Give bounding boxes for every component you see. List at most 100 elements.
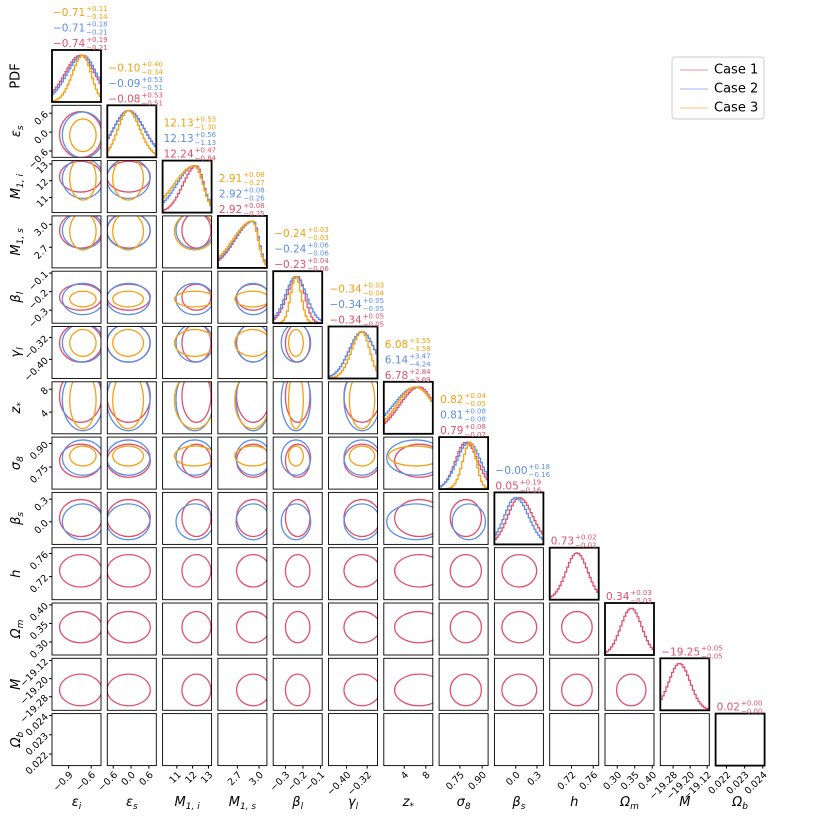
panel-area <box>182 791 211 795</box>
contour <box>173 445 212 467</box>
contour <box>61 326 101 363</box>
estimate-plus: +0.08 <box>243 186 264 194</box>
panel-area <box>52 54 101 102</box>
panel-area <box>173 439 212 478</box>
contour <box>107 439 151 476</box>
contour <box>449 553 483 588</box>
estimate-minus: −0.51 <box>141 99 162 107</box>
contour <box>386 503 433 541</box>
panel-area <box>383 386 433 434</box>
histogram <box>107 109 157 158</box>
contour <box>181 610 212 644</box>
estimate-median: 2.92 <box>219 204 242 216</box>
x-tick-label: 3.0 <box>247 770 265 788</box>
contour <box>58 160 101 193</box>
x-tick-label: 12 <box>183 770 199 786</box>
contour <box>280 439 312 476</box>
histogram <box>273 275 323 324</box>
axis-label-base: M <box>9 679 24 690</box>
contour <box>284 673 311 707</box>
x-tick-label: 0.90 <box>466 770 489 793</box>
diagonal-frame <box>659 657 711 712</box>
panel-frame <box>272 381 323 435</box>
contour <box>173 290 212 308</box>
x-tick-label: 0.30 <box>601 770 624 793</box>
estimate-minus: −0.16 <box>520 486 542 494</box>
x-tick-label: 0.0 <box>504 770 522 788</box>
y-tick-label: 0.76 <box>28 550 51 573</box>
contour <box>107 503 151 541</box>
axis-label: εi <box>72 795 82 812</box>
panel-area <box>107 673 151 707</box>
contour <box>348 381 376 430</box>
contour <box>69 160 97 201</box>
y-tick-label: −0.1 <box>27 269 51 293</box>
contour <box>181 381 212 423</box>
contour <box>449 610 483 644</box>
estimate-median: −0.00 <box>495 465 527 477</box>
histogram <box>605 607 654 655</box>
contour <box>235 381 267 423</box>
histogram <box>439 441 489 490</box>
panel-area <box>284 553 311 588</box>
panel-frame <box>438 491 489 545</box>
contour <box>107 381 151 432</box>
estimate-plus: +0.06 <box>307 242 329 250</box>
panel-frame <box>162 436 213 490</box>
panel-area <box>58 610 101 644</box>
panel-area <box>449 553 483 588</box>
estimate-plus: +0.19 <box>86 36 107 44</box>
axis-label-base: β <box>9 517 24 526</box>
estimate-plus: +0.05 <box>701 644 722 652</box>
panel-area <box>237 791 270 795</box>
axis-label: σ8 <box>9 456 26 470</box>
panel-area <box>234 381 267 432</box>
panel-area <box>561 610 593 644</box>
contour <box>348 445 376 467</box>
contour <box>69 445 97 467</box>
panel-area <box>181 553 212 588</box>
panel-frame <box>217 326 268 379</box>
axis-label: σ8 <box>457 795 471 812</box>
x-tick-label: −0.6 <box>96 770 120 794</box>
estimate-plus: +0.00 <box>741 700 762 708</box>
estimate-median: 0.73 <box>551 536 574 548</box>
estimate-median: 0.02 <box>717 702 740 714</box>
axis-label-base: Ω <box>731 795 742 810</box>
diagonal-frame <box>714 712 766 767</box>
panel-area <box>107 326 151 363</box>
estimate-median: −0.34 <box>330 315 362 327</box>
axis-label-sub: 1, i <box>16 174 26 188</box>
axis-label: βs <box>511 795 525 812</box>
panel-frame <box>383 602 434 656</box>
panel-area <box>280 381 312 432</box>
panel-frame <box>217 547 268 601</box>
panel-area <box>439 441 489 490</box>
contour <box>387 445 433 467</box>
estimate-plus: +0.08 <box>243 171 264 179</box>
axis-label-base: ε <box>9 130 24 137</box>
x-tick-label: 11 <box>167 770 183 786</box>
contour <box>61 381 101 432</box>
panel-frame <box>217 436 268 490</box>
legend-frame <box>671 56 765 120</box>
contour <box>343 381 378 432</box>
contour <box>175 326 212 363</box>
axis-label: h <box>570 795 578 810</box>
estimate-median: 0.79 <box>440 425 463 437</box>
estimate-plus: +0.19 <box>520 478 541 486</box>
axis-label-base: Ω <box>619 795 630 810</box>
estimate-plus: +0.40 <box>141 60 162 68</box>
contour <box>107 160 151 200</box>
contour <box>343 503 378 541</box>
contour <box>61 111 101 158</box>
axis-label-sub: l <box>16 291 26 294</box>
panel-area <box>173 282 212 316</box>
panel-frame <box>162 713 213 767</box>
axis-label-base: z <box>402 795 411 810</box>
contour <box>69 381 97 430</box>
estimate-plus: +0.08 <box>464 408 485 416</box>
panel-frame <box>493 547 544 601</box>
panel-area <box>58 553 101 588</box>
contour <box>393 443 433 478</box>
